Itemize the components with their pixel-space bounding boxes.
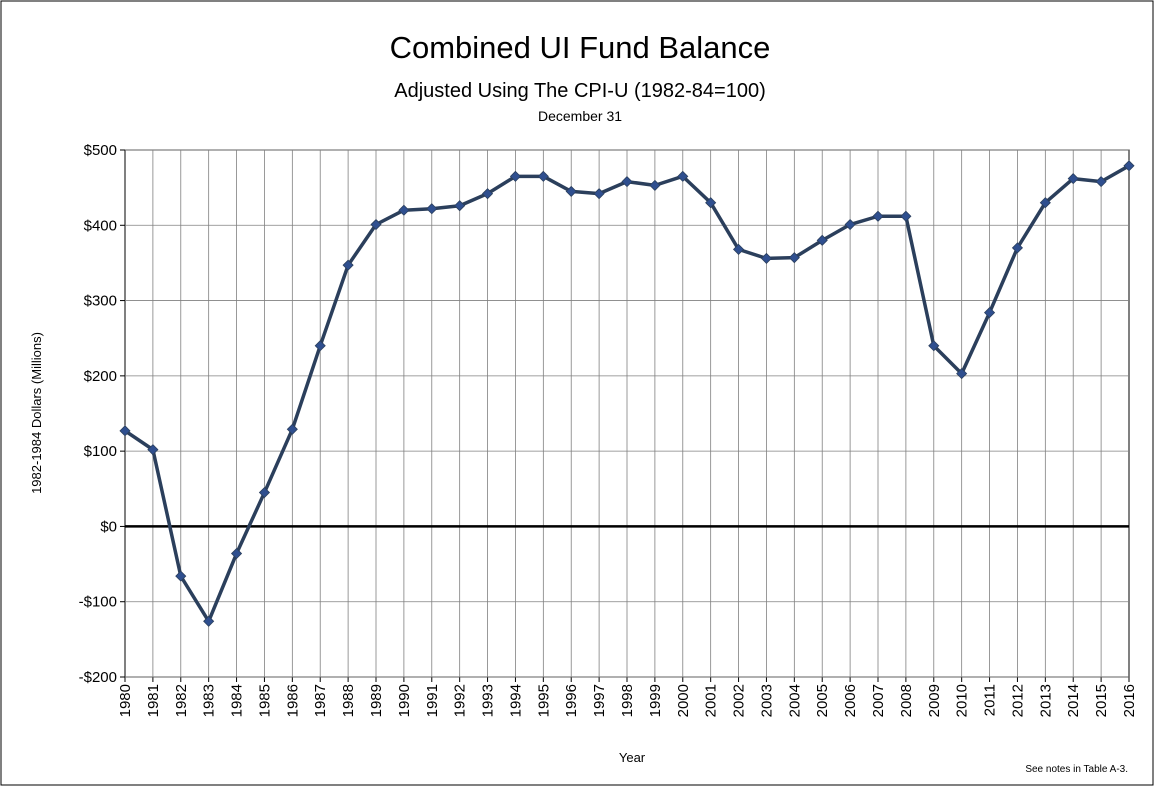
- x-tick-label: 2005: [814, 684, 831, 717]
- data-marker: [454, 200, 466, 212]
- x-tick-label: 1983: [201, 684, 218, 717]
- y-tick-label: $0: [100, 518, 117, 535]
- y-tick-label: $400: [84, 217, 117, 234]
- x-tick-label: 2000: [675, 684, 692, 717]
- x-tick-label: 2006: [842, 684, 859, 717]
- x-tick-label: 2007: [870, 684, 887, 717]
- x-tick-label: 1990: [396, 684, 413, 717]
- data-marker: [203, 615, 215, 627]
- y-tick-label: $500: [84, 142, 117, 159]
- x-tick-label: 2001: [703, 684, 720, 717]
- x-tick-label: 1989: [368, 684, 385, 717]
- x-tick-label: 2012: [1009, 684, 1026, 717]
- y-tick-label: $200: [84, 368, 117, 385]
- x-tick-label: 2009: [926, 684, 943, 717]
- x-tick-label: 2002: [731, 684, 748, 717]
- x-tick-label: 2016: [1121, 684, 1138, 717]
- data-marker: [119, 425, 131, 437]
- data-marker: [1095, 176, 1107, 188]
- x-tick-label: 1995: [535, 684, 552, 717]
- x-tick-label: 2010: [954, 684, 971, 717]
- data-marker: [928, 340, 940, 352]
- data-marker: [1123, 160, 1135, 172]
- data-marker: [258, 486, 271, 499]
- data-marker: [844, 218, 856, 231]
- data-marker: [621, 176, 633, 188]
- x-tick-label: 1998: [619, 684, 636, 717]
- x-tick-label: 2011: [982, 684, 999, 716]
- data-marker: [537, 170, 549, 182]
- date-note: December 31: [538, 108, 622, 124]
- x-tick-label: 1985: [256, 684, 273, 717]
- chart-subtitle: Adjusted Using The CPI-U (1982-84=100): [394, 80, 766, 102]
- x-tick-label: 1994: [507, 684, 524, 717]
- data-marker: [509, 170, 522, 182]
- x-tick-label: 2004: [786, 684, 803, 717]
- x-tick-label: 1984: [229, 684, 246, 717]
- chart-title: Combined UI Fund Balance: [390, 30, 771, 65]
- data-marker: [1067, 173, 1079, 185]
- footnote: See notes in Table A-3.: [1025, 764, 1128, 775]
- x-tick-label: 1987: [312, 684, 329, 717]
- x-tick-label: 1997: [591, 684, 608, 717]
- data-marker: [1039, 197, 1051, 209]
- data-marker: [760, 252, 773, 264]
- x-tick-label: 1981: [145, 684, 162, 717]
- data-marker: [481, 188, 494, 200]
- data-marker: [147, 444, 159, 456]
- data-marker: [175, 570, 187, 582]
- data-marker: [230, 547, 243, 560]
- y-axis-label: 1982-1984 Dollars (Millions): [29, 332, 44, 494]
- x-tick-label: 1986: [284, 684, 301, 717]
- x-tick-label: 1993: [480, 684, 497, 717]
- y-tick-label: -$100: [79, 594, 117, 611]
- x-tick-label: 1999: [647, 684, 664, 717]
- data-marker: [732, 243, 745, 255]
- y-tick-label: -$200: [79, 669, 117, 686]
- data-marker: [872, 210, 884, 222]
- data-marker: [370, 218, 382, 231]
- data-marker: [983, 307, 996, 319]
- x-tick-label: 2003: [758, 684, 775, 717]
- data-marker: [593, 188, 605, 200]
- x-axis-label: Year: [619, 750, 646, 765]
- data-marker: [705, 197, 717, 209]
- x-tick-label: 1982: [173, 684, 190, 717]
- x-tick-label: 1992: [452, 684, 469, 717]
- x-tick-label: 1991: [424, 684, 441, 717]
- data-marker: [314, 340, 326, 352]
- data-marker: [788, 252, 800, 264]
- y-tick-label: $300: [84, 293, 117, 310]
- data-marker: [342, 259, 354, 271]
- x-tick-label: 2008: [898, 684, 915, 717]
- x-tick-label: 1988: [340, 684, 357, 717]
- y-tick-label: $100: [84, 443, 117, 460]
- data-marker: [565, 185, 577, 197]
- data-marker: [426, 203, 438, 215]
- data-marker: [649, 179, 661, 191]
- data-marker: [286, 423, 298, 435]
- x-tick-label: 2015: [1093, 684, 1110, 717]
- x-tick-label: 1996: [563, 684, 580, 717]
- data-marker: [677, 170, 689, 182]
- data-marker: [956, 368, 968, 380]
- x-tick-label: 2014: [1065, 684, 1082, 717]
- x-tick-label: 2013: [1037, 684, 1054, 717]
- data-marker: [1011, 242, 1024, 254]
- data-marker: [398, 204, 410, 216]
- data-marker: [816, 234, 828, 246]
- x-tick-label: 1980: [117, 684, 134, 717]
- data-marker: [900, 210, 912, 222]
